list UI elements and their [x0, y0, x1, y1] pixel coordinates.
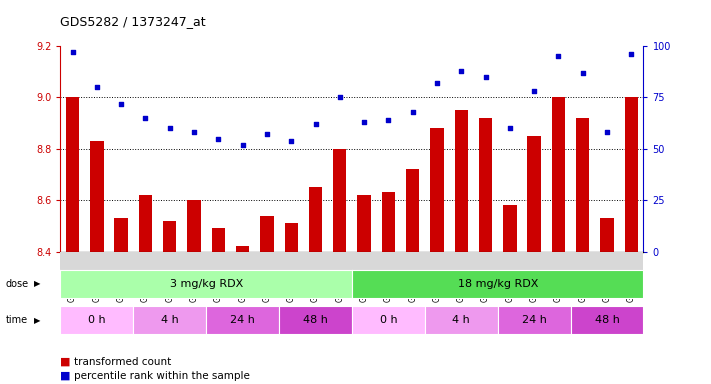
Text: 18 mg/kg RDX: 18 mg/kg RDX	[457, 279, 538, 289]
Point	[286, 137, 297, 144]
Bar	[382, 192, 395, 252]
Bar	[454, 110, 468, 252]
Bar	[479, 118, 492, 252]
Text: time: time	[6, 315, 28, 325]
Point	[261, 131, 272, 137]
Point	[140, 115, 151, 121]
Bar	[625, 98, 638, 252]
Text: ▶: ▶	[34, 316, 41, 325]
Point	[577, 70, 589, 76]
Text: ▶: ▶	[34, 279, 41, 288]
Text: 48 h: 48 h	[303, 315, 328, 325]
Point	[91, 84, 102, 90]
Text: 0 h: 0 h	[380, 315, 397, 325]
Point	[334, 94, 346, 101]
Bar	[163, 221, 176, 252]
Bar	[212, 228, 225, 252]
Point	[115, 101, 127, 107]
Point	[504, 125, 515, 131]
Point	[164, 125, 176, 131]
Bar	[139, 195, 152, 252]
Point	[456, 68, 467, 74]
Bar	[503, 205, 516, 252]
Point	[237, 142, 248, 148]
Point	[188, 129, 200, 136]
Point	[358, 119, 370, 125]
Text: 4 h: 4 h	[161, 315, 178, 325]
Bar	[358, 195, 370, 252]
Text: GDS5282 / 1373247_at: GDS5282 / 1373247_at	[60, 15, 206, 28]
Point	[310, 121, 321, 127]
Text: 3 mg/kg RDX: 3 mg/kg RDX	[169, 279, 243, 289]
Bar	[309, 187, 322, 252]
Bar	[406, 169, 419, 252]
Bar	[552, 98, 565, 252]
Text: ■: ■	[60, 371, 71, 381]
Bar	[528, 136, 541, 252]
Text: 24 h: 24 h	[522, 315, 547, 325]
Point	[67, 49, 78, 55]
Bar	[333, 149, 346, 252]
Bar	[114, 218, 128, 252]
Text: 4 h: 4 h	[452, 315, 470, 325]
Text: transformed count: transformed count	[74, 357, 171, 367]
Point	[480, 74, 491, 80]
Bar	[430, 128, 444, 252]
Point	[383, 117, 394, 123]
Text: dose: dose	[6, 279, 29, 289]
Text: percentile rank within the sample: percentile rank within the sample	[74, 371, 250, 381]
Point	[528, 88, 540, 94]
Text: 48 h: 48 h	[594, 315, 619, 325]
Bar	[66, 98, 79, 252]
Point	[626, 51, 637, 57]
Bar	[236, 247, 250, 252]
Point	[407, 109, 418, 115]
Point	[602, 129, 613, 136]
Bar	[600, 218, 614, 252]
Bar	[284, 223, 298, 252]
Text: 24 h: 24 h	[230, 315, 255, 325]
Text: 0 h: 0 h	[88, 315, 106, 325]
Bar	[90, 141, 104, 252]
Bar	[576, 118, 589, 252]
Point	[213, 136, 224, 142]
Bar	[188, 200, 201, 252]
Point	[432, 80, 443, 86]
Point	[552, 53, 564, 60]
Text: ■: ■	[60, 357, 71, 367]
Bar	[260, 215, 274, 252]
